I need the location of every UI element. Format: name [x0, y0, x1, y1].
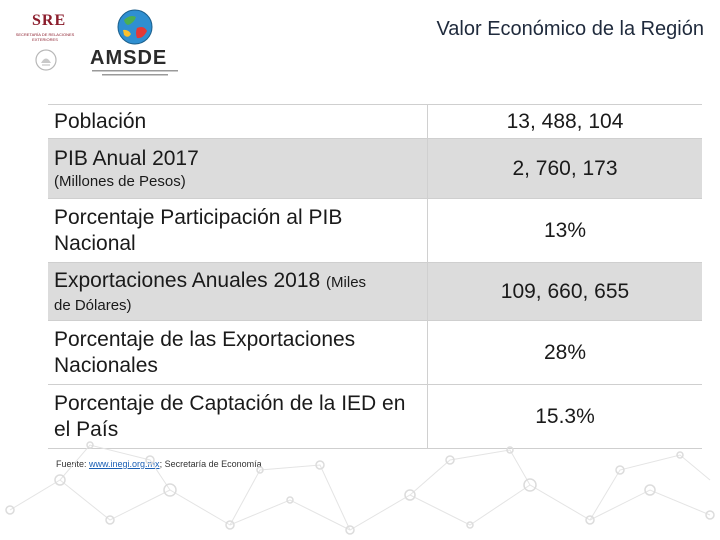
table-row: Porcentaje Participación al PIB Nacional… [48, 198, 702, 263]
gdp-label: PIB Anual 2017 [54, 146, 199, 170]
amsde-logo: AMSDE [88, 6, 183, 80]
exports-label-small: (Miles [326, 273, 367, 291]
row-value-gdp-share: 13% [427, 198, 702, 263]
row-value-export-share: 28% [427, 320, 702, 385]
amsde-tagline-graphic [92, 70, 178, 76]
amsde-logo-text: AMSDE [90, 47, 168, 69]
sre-logo: SRE SECRETARÍA DE RELACIONES EXTERIORES [12, 10, 82, 80]
source-footnote: Fuente: www.inegi.org.mx; Secretaría de … [56, 459, 262, 469]
gdp-sublabel: (Millones de Pesos) [54, 172, 186, 190]
footnote-prefix: Fuente: [56, 459, 90, 469]
row-label-gdp-share: Porcentaje Participación al PIB Nacional [54, 205, 343, 255]
table-row: Exportaciones Anuales 2018 (Miles de Dól… [48, 262, 702, 321]
row-value-gdp: 2, 760, 173 [427, 138, 702, 199]
row-label-population: Población [54, 109, 147, 133]
table-row: PIB Anual 2017 (Millones de Pesos) 2, 76… [48, 138, 702, 199]
table-row: Porcentaje de las Exportaciones Nacional… [48, 320, 702, 385]
row-label-gdp: PIB Anual 2017 (Millones de Pesos) [48, 139, 428, 199]
mexico-seal-icon [35, 49, 57, 71]
exports-sublabel: de Dólares) [54, 296, 132, 314]
regional-value-table: Población 13, 488, 104 PIB Anual 2017 (M… [48, 104, 702, 449]
row-label-exports: Exportaciones Anuales 2018 (Miles de Dól… [48, 263, 428, 321]
row-value-exports: 109, 660, 655 [427, 262, 702, 321]
inegi-link[interactable]: www.inegi.org.mx [89, 459, 160, 469]
footnote-suffix: ; Secretaría de Economía [159, 459, 262, 469]
row-label-fdi-share: Porcentaje de Captación de la IED en el … [54, 391, 406, 441]
table-row: Porcentaje de Captación de la IED en el … [48, 384, 702, 449]
sre-logo-text: SRE [32, 12, 67, 29]
network-background-graphic [5, 441, 715, 535]
exports-label: Exportaciones Anuales 2018 [54, 268, 321, 292]
row-label-export-share: Porcentaje de las Exportaciones Nacional… [54, 327, 356, 377]
page-title: Valor Económico de la Región [436, 18, 704, 40]
sre-logo-subtitle: SECRETARÍA DE RELACIONES EXTERIORES [15, 32, 75, 42]
table-row: Población 13, 488, 104 [48, 104, 702, 139]
globe-icon [117, 9, 153, 45]
row-value-fdi-share: 15.3% [427, 384, 702, 449]
row-value-population: 13, 488, 104 [427, 104, 702, 139]
